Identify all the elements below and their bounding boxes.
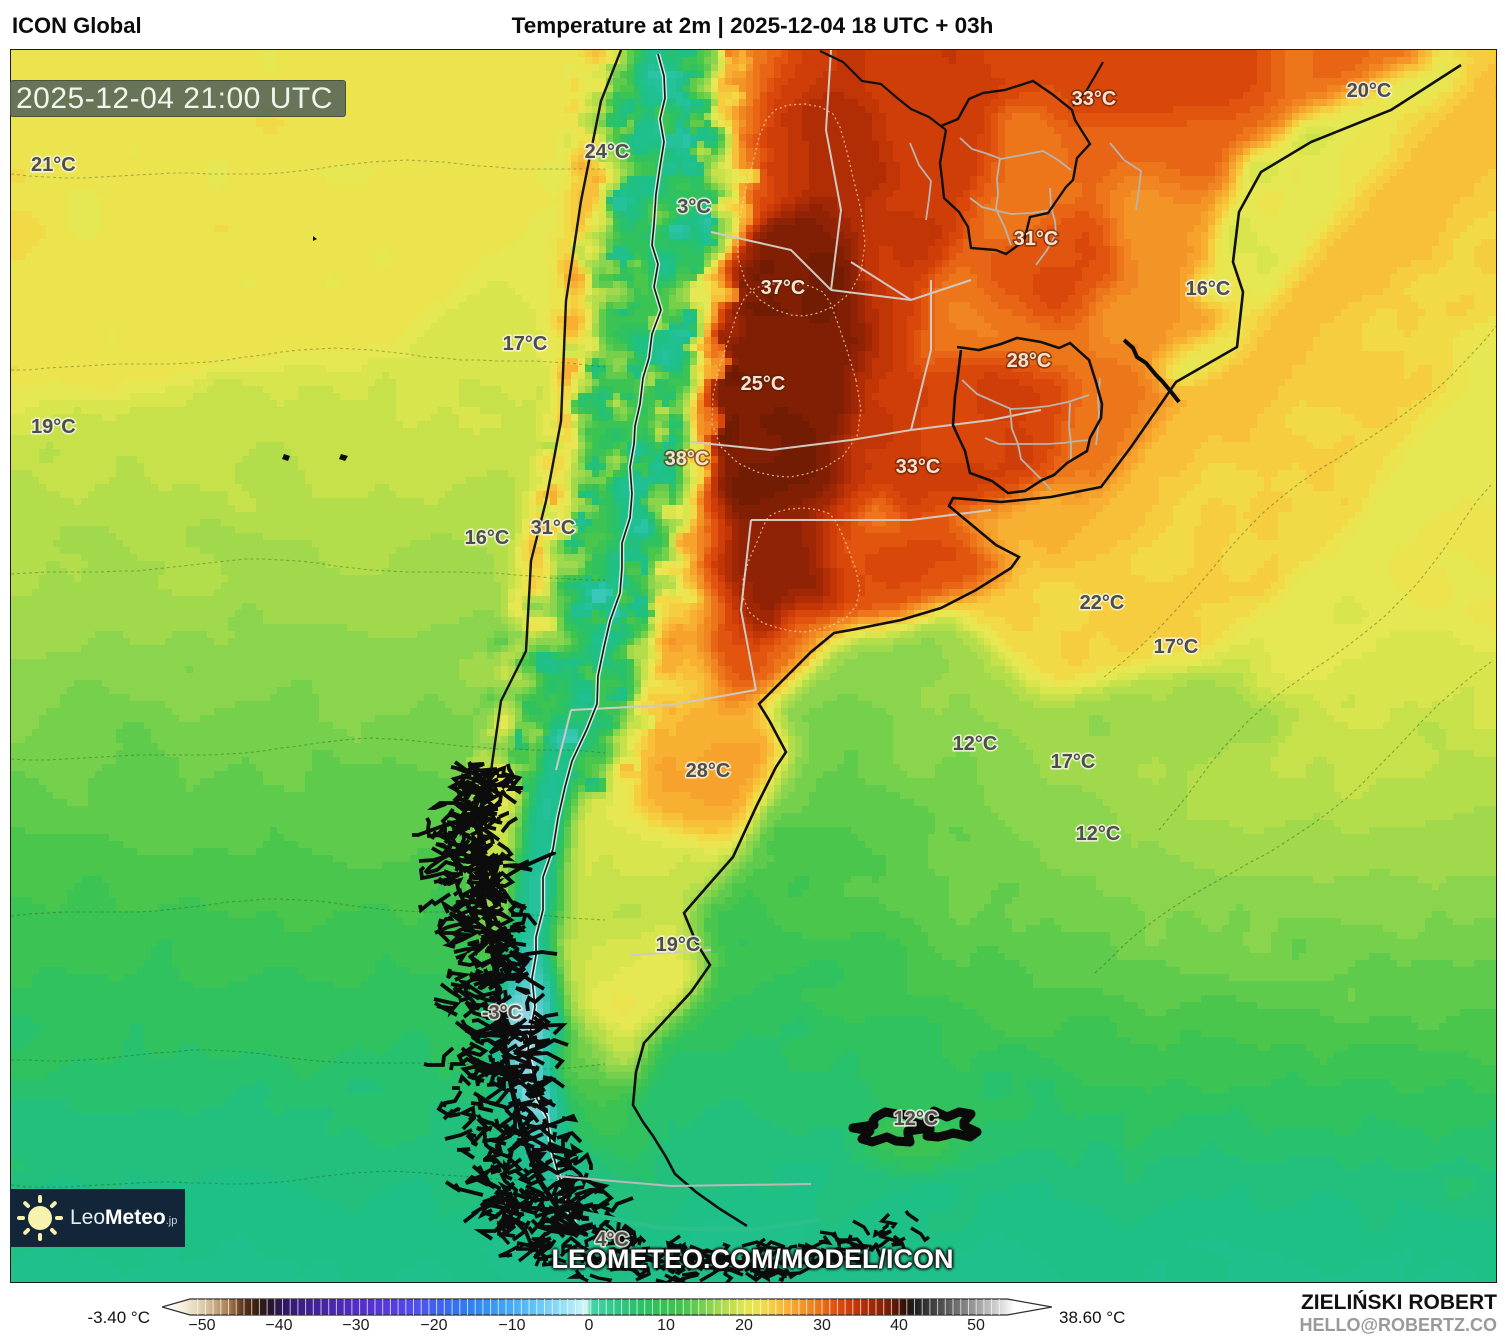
svg-text:25°C: 25°C [741,373,786,395]
svg-text:21°C: 21°C [31,154,76,176]
svg-text:38°C: 38°C [665,448,710,470]
svg-text:17°C: 17°C [1051,751,1096,773]
svg-text:33°C: 33°C [896,456,941,478]
svg-text:12°C: 12°C [1076,823,1121,845]
svg-text:31°C: 31°C [531,517,576,539]
svg-text:-3°C: -3°C [482,1002,522,1024]
svg-text:24°C: 24°C [585,141,630,163]
svg-text:37°C: 37°C [761,277,806,299]
svg-text:19°C: 19°C [656,934,701,956]
svg-text:16°C: 16°C [465,527,510,549]
svg-text:20°C: 20°C [1347,80,1392,102]
svg-text:17°C: 17°C [503,333,548,355]
svg-text:16°C: 16°C [1186,278,1231,300]
svg-text:19°C: 19°C [31,416,76,438]
svg-text:3°C: 3°C [677,196,711,218]
svg-text:22°C: 22°C [1080,592,1125,614]
svg-text:28°C: 28°C [1007,350,1052,372]
svg-text:12°C: 12°C [894,1108,939,1130]
svg-text:31°C: 31°C [1014,228,1059,250]
svg-text:33°C: 33°C [1072,88,1117,110]
svg-text:12°C: 12°C [953,733,998,755]
svg-text:4°C: 4°C [595,1229,629,1251]
svg-text:28°C: 28°C [686,760,731,782]
svg-text:17°C: 17°C [1154,636,1199,658]
